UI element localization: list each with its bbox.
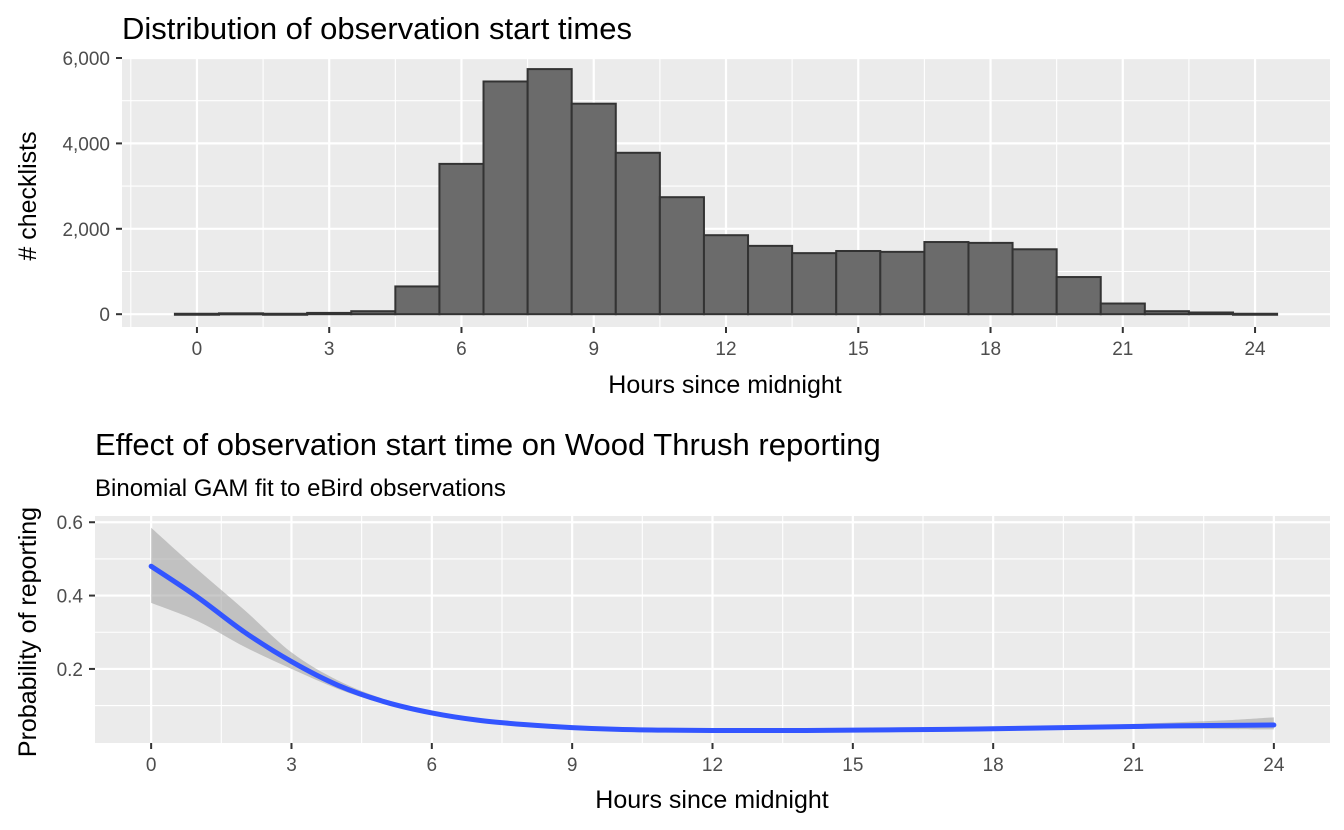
histogram-bar [262, 312, 309, 316]
histogram-axes: 0 3 6 9 12 15 18 21 24 0 2,000 4,000 6,000 [62, 49, 1266, 360]
gam-data [148, 527, 1277, 734]
gam-x-axis-title: Hours since midnight [595, 786, 828, 814]
y-tick-label: 6,000 [62, 49, 110, 70]
histogram-bar [438, 162, 485, 316]
histogram-chart: Distribution of observation start times … [14, 11, 1330, 399]
x-tick-label: 9 [588, 339, 599, 360]
x-tick-label: 6 [427, 755, 438, 776]
histogram-bar [217, 312, 265, 316]
x-tick-label: 15 [842, 755, 863, 776]
x-tick-label: 18 [980, 339, 1001, 360]
x-tick-label: 21 [1123, 755, 1144, 776]
y-tick-label: 0.4 [57, 587, 84, 608]
y-tick-label: 0 [99, 305, 110, 326]
histogram-bar [879, 250, 926, 316]
histogram-bar [306, 311, 353, 316]
gam-fit-line [148, 563, 1277, 734]
histogram-bar [482, 80, 529, 316]
histogram-bar [923, 241, 970, 316]
histogram-y-axis-title: # checklists [14, 131, 42, 260]
x-tick-label: 6 [456, 339, 467, 360]
x-tick-label: 24 [1244, 339, 1266, 360]
x-tick-label: 24 [1263, 755, 1285, 776]
x-tick-label: 21 [1112, 339, 1133, 360]
histogram-bar [1143, 310, 1190, 316]
histogram-bar [791, 252, 838, 316]
histogram-bar [747, 244, 794, 316]
histogram-bar [614, 151, 661, 316]
x-tick-label: 15 [848, 339, 869, 360]
gam-axes: 0 3 6 9 12 15 18 21 24 0.2 0.4 0.6 [57, 513, 1285, 776]
histogram-bar [702, 234, 750, 316]
histogram-bar [526, 68, 573, 316]
histogram-bar [173, 312, 220, 316]
x-tick-label: 0 [192, 339, 203, 360]
x-tick-label: 9 [567, 755, 578, 776]
y-tick-label: 0.6 [57, 513, 83, 534]
y-tick-label: 2,000 [62, 220, 110, 241]
x-tick-label: 0 [146, 755, 157, 776]
histogram-bar [1232, 312, 1279, 316]
histogram-bars [173, 68, 1279, 316]
gam-subtitle: Binomial GAM fit to eBird observations [95, 475, 506, 502]
histogram-title: Distribution of observation start times [122, 11, 632, 46]
x-tick-label: 3 [324, 339, 335, 360]
x-tick-label: 3 [286, 755, 297, 776]
histogram-bar [1055, 276, 1102, 316]
histogram-bar [350, 310, 397, 316]
histogram-bar [658, 196, 705, 316]
gam-gridlines [95, 516, 1330, 743]
x-tick-label: 18 [983, 755, 1004, 776]
histogram-bar [835, 249, 882, 316]
histogram-bar [570, 102, 617, 316]
gam-fit-chart: Effect of observation start time on Wood… [14, 427, 1330, 814]
y-tick-label: 0.2 [57, 660, 83, 681]
x-tick-label: 12 [715, 339, 736, 360]
gam-y-axis-title: Probability of reporting [14, 507, 42, 757]
histogram-bar [967, 241, 1014, 316]
histogram-x-axis-title: Hours since midnight [608, 371, 841, 399]
histogram-bar [1187, 311, 1235, 316]
histogram-bar [394, 285, 441, 316]
x-tick-label: 12 [702, 755, 723, 776]
gam-title: Effect of observation start time on Wood… [95, 427, 881, 462]
histogram-bar [1099, 302, 1146, 316]
histogram-bar [1011, 248, 1058, 316]
y-tick-label: 4,000 [62, 134, 110, 155]
